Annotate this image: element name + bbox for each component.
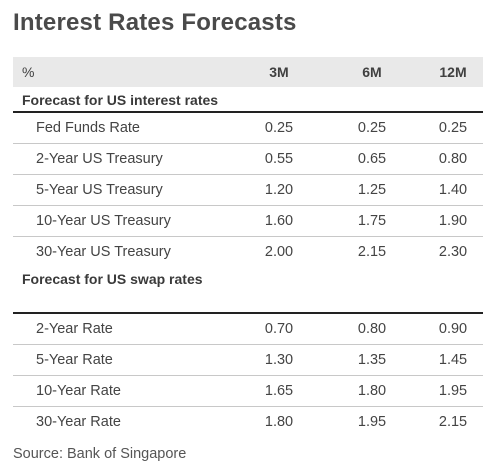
row-label: 2-Year Rate	[36, 321, 113, 337]
table-row: 10-Year US Treasury 1.60 1.75 1.90	[13, 206, 483, 237]
value-6m: 0.25	[357, 120, 387, 136]
header-12m: 12M	[439, 64, 467, 80]
value-6m: 0.80	[357, 321, 387, 337]
value-6m: 1.80	[357, 383, 387, 399]
row-label: 30-Year US Treasury	[36, 244, 171, 260]
value-3m: 0.25	[264, 120, 294, 136]
value-3m: 1.60	[264, 213, 294, 229]
value-12m: 0.25	[438, 120, 468, 136]
row-label: 5-Year Rate	[36, 352, 113, 368]
row-label: Fed Funds Rate	[36, 120, 140, 136]
table-row: Fed Funds Rate 0.25 0.25 0.25	[13, 113, 483, 144]
table-row: 2-Year US Treasury 0.55 0.65 0.80	[13, 144, 483, 175]
header-unit: %	[22, 64, 35, 80]
row-label: 2-Year US Treasury	[36, 151, 163, 167]
value-3m: 1.20	[264, 182, 294, 198]
value-12m: 2.15	[438, 414, 468, 430]
value-6m: 0.65	[357, 151, 387, 167]
table-row: 30-Year Rate 1.80 1.95 2.15	[13, 407, 483, 437]
value-3m: 1.80	[264, 414, 294, 430]
value-6m: 1.95	[357, 414, 387, 430]
value-12m: 2.30	[438, 244, 468, 260]
value-12m: 0.90	[438, 321, 468, 337]
row-label: 10-Year Rate	[36, 383, 121, 399]
section-us-swap-rates: Forecast for US swap rates	[13, 267, 483, 314]
row-label: 10-Year US Treasury	[36, 213, 171, 229]
value-12m: 1.45	[438, 352, 468, 368]
value-3m: 1.30	[264, 352, 294, 368]
value-12m: 1.90	[438, 213, 468, 229]
value-6m: 1.25	[357, 182, 387, 198]
section-us-interest-rates: Forecast for US interest rates	[13, 87, 483, 113]
value-3m: 2.00	[264, 244, 294, 260]
page-title: Interest Rates Forecasts	[13, 9, 297, 36]
header-3m: 3M	[269, 64, 289, 80]
section-label: Forecast for US swap rates	[22, 271, 203, 287]
value-6m: 2.15	[357, 244, 387, 260]
value-12m: 1.40	[438, 182, 468, 198]
value-3m: 1.65	[264, 383, 294, 399]
value-3m: 0.70	[264, 321, 294, 337]
table-header: % 3M 6M 12M	[13, 57, 483, 87]
table-row: 5-Year US Treasury 1.20 1.25 1.40	[13, 175, 483, 206]
header-6m: 6M	[362, 64, 382, 80]
table-row: 5-Year Rate 1.30 1.35 1.45	[13, 345, 483, 376]
forecast-table: % 3M 6M 12M Forecast for US interest rat…	[13, 57, 483, 437]
row-label: 30-Year Rate	[36, 414, 121, 430]
table-row: 2-Year Rate 0.70 0.80 0.90	[13, 314, 483, 345]
row-label: 5-Year US Treasury	[36, 182, 163, 198]
source-note: Source: Bank of Singapore	[13, 446, 187, 462]
table-row: 30-Year US Treasury 2.00 2.15 2.30	[13, 237, 483, 267]
value-12m: 1.95	[438, 383, 468, 399]
value-3m: 0.55	[264, 151, 294, 167]
value-12m: 0.80	[438, 151, 468, 167]
value-6m: 1.35	[357, 352, 387, 368]
value-6m: 1.75	[357, 213, 387, 229]
table-row: 10-Year Rate 1.65 1.80 1.95	[13, 376, 483, 407]
